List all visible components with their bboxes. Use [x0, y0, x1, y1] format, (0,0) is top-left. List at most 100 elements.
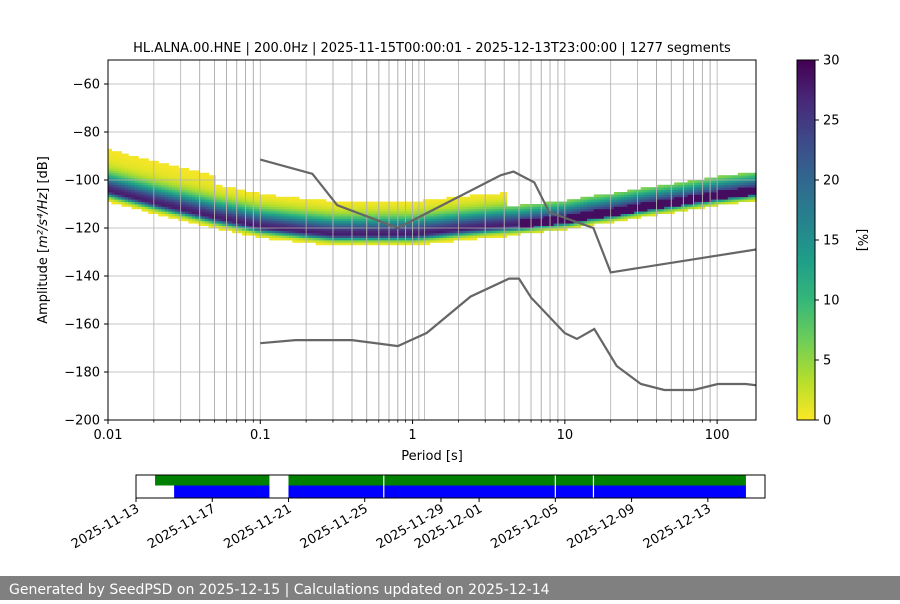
psd-density-cell: [258, 235, 263, 238]
colorbar-step: [797, 117, 815, 121]
psd-density-cell: [446, 220, 451, 224]
psd-density-cell: [111, 158, 116, 162]
psd-density-cell: [325, 204, 330, 207]
psd-density-cell: [432, 211, 437, 214]
psd-density-cell: [429, 213, 434, 217]
psd-density-cell: [560, 225, 565, 229]
psd-density-cell: [406, 242, 411, 246]
psd-density-cell: [252, 194, 257, 198]
psd-density-cell: [617, 201, 622, 205]
psd-density-cell: [503, 213, 508, 217]
psd-density-cell: [593, 213, 598, 217]
psd-density-cell: [687, 192, 692, 195]
psd-density-cell: [506, 220, 511, 224]
psd-density-cell: [476, 223, 481, 226]
psd-density-cell: [734, 177, 739, 181]
psd-density-cell: [469, 194, 474, 198]
psd-density-cell: [154, 206, 159, 210]
psd-density-cell: [496, 232, 501, 236]
psd-density-cell: [262, 228, 267, 231]
psd-density-cell: [242, 204, 246, 207]
psd-density-cell: [235, 228, 240, 231]
psd-density-cell: [446, 235, 451, 238]
psd-density-cell: [489, 218, 494, 222]
colorbar-step: [797, 309, 815, 313]
psd-density-cell: [352, 206, 357, 210]
psd-density-cell: [704, 182, 709, 186]
psd-density-cell: [158, 182, 163, 186]
psd-density-cell: [131, 168, 136, 171]
psd-density-cell: [242, 192, 246, 195]
psd-density-cell: [275, 199, 280, 202]
psd-density-cell: [124, 158, 129, 162]
psd-density-cell: [221, 211, 226, 214]
psd-density-cell: [282, 201, 287, 205]
psd-density-cell: [466, 225, 471, 229]
psd-density-cell: [175, 199, 179, 202]
psd-density-cell: [302, 225, 307, 229]
psd-density-cell: [593, 216, 598, 219]
psd-density-cell: [111, 151, 116, 154]
psd-density-cell: [499, 196, 504, 200]
psd-density-cell: [295, 208, 300, 212]
psd-density-cell: [332, 232, 337, 236]
psd-density-cell: [580, 208, 585, 212]
psd-density-cell: [644, 196, 648, 200]
psd-density-cell: [623, 211, 628, 214]
psd-density-cell: [463, 225, 468, 229]
psd-density-cell: [248, 199, 253, 202]
psd-density-cell: [302, 201, 307, 205]
psd-density-cell: [295, 204, 300, 207]
psd-density-cell: [717, 187, 722, 190]
psd-density-cell: [228, 208, 233, 212]
psd-density-cell: [315, 218, 320, 222]
psd-density-cell: [252, 204, 257, 207]
psd-density-cell: [503, 194, 508, 198]
psd-density-cell: [493, 211, 498, 214]
psd-density-cell: [409, 208, 414, 212]
psd-density-cell: [128, 170, 133, 174]
psd-density-cell: [221, 201, 226, 205]
psd-density-cell: [376, 242, 380, 246]
psd-density-cell: [566, 208, 571, 212]
psd-density-cell: [228, 187, 233, 190]
psd-density-cell: [459, 206, 464, 210]
psd-density-cell: [607, 220, 612, 224]
psd-density-cell: [221, 228, 226, 231]
psd-density-cell: [694, 206, 699, 210]
psd-density-cell: [657, 211, 662, 214]
psd-density-cell: [198, 204, 203, 207]
psd-density-cell: [305, 240, 310, 243]
psd-density-cell: [449, 208, 454, 212]
psd-density-cell: [181, 201, 186, 205]
psd-density-cell: [332, 213, 337, 217]
psd-density-cell: [292, 230, 297, 234]
psd-density-cell: [359, 237, 364, 241]
psd-density-cell: [432, 232, 437, 236]
psd-density-cell: [449, 223, 454, 226]
psd-density-cell: [657, 189, 662, 193]
psd-density-cell: [751, 187, 756, 190]
psd-density-cell: [188, 189, 193, 193]
psd-density-cell: [124, 165, 129, 169]
psd-density-cell: [195, 172, 200, 176]
psd-density-cell: [402, 206, 407, 210]
psd-density-cell: [687, 199, 692, 202]
psd-density-cell: [319, 228, 324, 231]
psd-density-cell: [526, 204, 531, 207]
psd-density-cell: [570, 213, 575, 217]
psd-density-cell: [258, 194, 263, 198]
psd-density-cell: [275, 208, 280, 212]
psd-density-cell: [573, 204, 578, 207]
psd-density-cell: [365, 218, 370, 222]
psd-density-cell: [309, 206, 313, 210]
psd-density-cell: [493, 230, 498, 234]
psd-density-cell: [118, 156, 123, 159]
psd-density-cell: [128, 177, 133, 181]
psd-density-cell: [389, 216, 394, 219]
psd-density-cell: [627, 189, 632, 193]
psd-density-cell: [118, 160, 123, 164]
psd-density-cell: [479, 199, 484, 202]
psd-density-cell: [573, 213, 578, 217]
psd-density-cell: [543, 223, 548, 226]
